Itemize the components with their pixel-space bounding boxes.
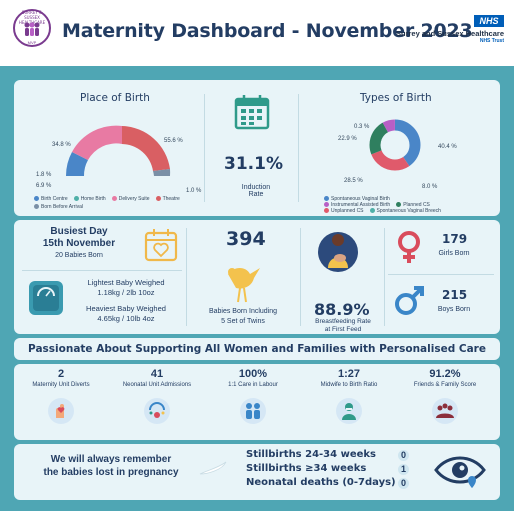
calendar-icon — [234, 95, 270, 130]
male-symbol-icon — [395, 286, 424, 315]
tob-legend-2: Instrumental Assisted Birth Planned CS — [324, 202, 430, 208]
memorial-line-2: the babies lost in pregnancy — [43, 467, 179, 478]
slogan-text: Passionate About Supporting All Women an… — [28, 343, 486, 355]
busiest-day-title: Busiest Day — [50, 226, 108, 237]
pob-legend-2: Born Before Arrival — [34, 204, 83, 210]
crying-eye-icon — [434, 456, 486, 488]
stillbirth-row-value: 1 — [398, 464, 409, 475]
pob-label-3: 1.8 % — [36, 172, 52, 178]
babies-born-value: 394 — [226, 228, 266, 250]
pob-legend-item: Born Before Arrival — [34, 204, 83, 210]
tob-legend-item: Unplanned CS — [324, 208, 364, 214]
kpi-value: 41 — [150, 368, 164, 380]
midwife-icon — [336, 398, 362, 424]
types-of-birth-donut — [369, 119, 421, 171]
tob-legend-item: Planned CS — [396, 202, 430, 208]
female-symbol-icon — [398, 231, 420, 263]
tob-label-2: 22.9 % — [338, 136, 357, 142]
stillbirth-row-value: 0 — [398, 478, 409, 489]
memorial-line-1: We will always remember — [50, 454, 172, 465]
stillbirth-row-label: Neonatal deaths (0-7days) — [246, 477, 396, 488]
busiest-day-date: 15th November — [42, 238, 116, 249]
tob-legend-item: Spontaneous Vaginal Breech — [369, 208, 441, 214]
kpi-label: 1:1 Care in Labour — [228, 382, 278, 388]
pob-label-4: 6.9 % — [36, 183, 52, 189]
family-group-icon — [432, 398, 458, 424]
boys-born-label: Boys Born — [437, 306, 471, 313]
kpi-value: 2 — [57, 368, 65, 380]
breastfeeding-icon — [318, 232, 358, 272]
busiest-day-babies: 20 Babies Born — [55, 252, 103, 259]
pob-legend-item: Home Birth — [73, 196, 106, 202]
family-icon — [24, 22, 40, 36]
bottom-card: We will always remember the babies lost … — [14, 444, 500, 500]
calendar-heart-icon — [144, 229, 178, 262]
top-card: Place of Birth 34.8 % 55.6 % 1.8 % 6.9 %… — [14, 80, 500, 216]
feather-icon — [199, 461, 227, 475]
lightest-baby-value: 1.18kg / 2lb 10oz — [97, 288, 155, 297]
heart-hand-icon — [48, 398, 74, 424]
pob-label-2: 55.6 % — [164, 138, 183, 144]
tob-legend-3: Unplanned CS Spontaneous Vaginal Breech — [324, 208, 441, 214]
trust-logo: SURREY & SUSSEX HEALTHCARE MVP — [13, 9, 51, 47]
page-title: Maternity Dashboard - November 2023 — [62, 20, 473, 42]
place-of-birth-title: Place of Birth — [80, 92, 150, 104]
kpi-label: Maternity Unit Diverts — [32, 382, 90, 388]
dashboard: Place of Birth 34.8 % 55.6 % 1.8 % 6.9 %… — [0, 66, 514, 511]
pob-legend-item: Theatre — [155, 196, 180, 202]
pob-legend: Birth Centre Home Birth Delivery Suite T… — [34, 196, 180, 202]
trust-name: Surrey and Sussex Healthcare — [396, 29, 504, 38]
kpi-label: Midwife to Birth Ratio — [320, 382, 378, 388]
tob-label-1: 0.3 % — [354, 124, 370, 130]
middle-card: Busiest Day 15th November 20 Babies Born… — [14, 220, 500, 334]
stork-icon — [228, 268, 260, 303]
trust-subtitle: NHS Trust — [479, 38, 504, 44]
logo-bottom-text: MVP — [27, 40, 37, 45]
lightest-baby-title: Lightest Baby Weighed — [87, 278, 165, 287]
babies-born-label: Babies Born Including — [208, 308, 278, 315]
girls-born-value: 179 — [442, 232, 468, 246]
pob-label-5: 1.0 % — [186, 188, 202, 194]
stillbirth-row-label: Stillbirths 24-34 weeks — [246, 449, 376, 460]
heaviest-baby-value: 4.65kg / 10lb 4oz — [97, 314, 155, 323]
kpi-value: 100% — [238, 368, 268, 380]
stillbirth-row-label: Stillbirths ≥34 weeks — [246, 463, 367, 474]
twins-label: 5 Set of Twins — [221, 318, 265, 325]
baby-scale-icon — [29, 281, 63, 315]
heaviest-baby-title: Heaviest Baby Weighed — [86, 304, 166, 313]
baby-mobile-icon — [144, 398, 170, 424]
tob-legend-item: Spontaneous Vaginal Birth — [324, 196, 390, 202]
girls-born-label: Girls Born — [438, 250, 470, 257]
place-of-birth-gauge — [65, 125, 171, 176]
tob-legend: Spontaneous Vaginal Birth — [324, 196, 390, 202]
header: SURREY & SUSSEX HEALTHCARE MVP Maternity… — [0, 0, 514, 66]
breastfeeding-label-2: at First Feed — [324, 326, 362, 333]
pob-legend-item: Delivery Suite — [111, 196, 150, 202]
kpi-card: 2 Maternity Unit Diverts 41 Neonatal Uni… — [14, 364, 500, 440]
kpi-label: Neonatal Unit Admissions — [122, 382, 192, 388]
tob-label-3: 40.4 % — [438, 144, 457, 150]
two-people-icon — [240, 398, 266, 424]
breastfeeding-label-1: Breastfeeding Rate — [315, 318, 371, 325]
pob-legend-item: Birth Centre — [34, 196, 68, 202]
kpi-value: 91.2% — [429, 368, 461, 380]
kpi-label: Friends & Family Score — [413, 382, 477, 388]
tob-label-5: 8.0 % — [422, 184, 438, 190]
boys-born-value: 215 — [442, 288, 468, 302]
tob-label-4: 28.5 % — [344, 178, 363, 184]
slogan-card: Passionate About Supporting All Women an… — [14, 338, 500, 360]
types-of-birth-title: Types of Birth — [360, 92, 432, 104]
pob-label-1: 34.8 % — [52, 142, 71, 148]
kpi-value: 1:27 — [337, 368, 361, 380]
tob-legend-item: Instrumental Assisted Birth — [324, 202, 390, 208]
induction-rate-label: Induction Rate — [241, 184, 271, 198]
nhs-logo: NHS — [474, 15, 504, 27]
stillbirth-row-value: 0 — [398, 450, 409, 461]
induction-rate-value: 31.1% — [224, 154, 283, 174]
breastfeeding-value: 88.9% — [314, 300, 370, 319]
